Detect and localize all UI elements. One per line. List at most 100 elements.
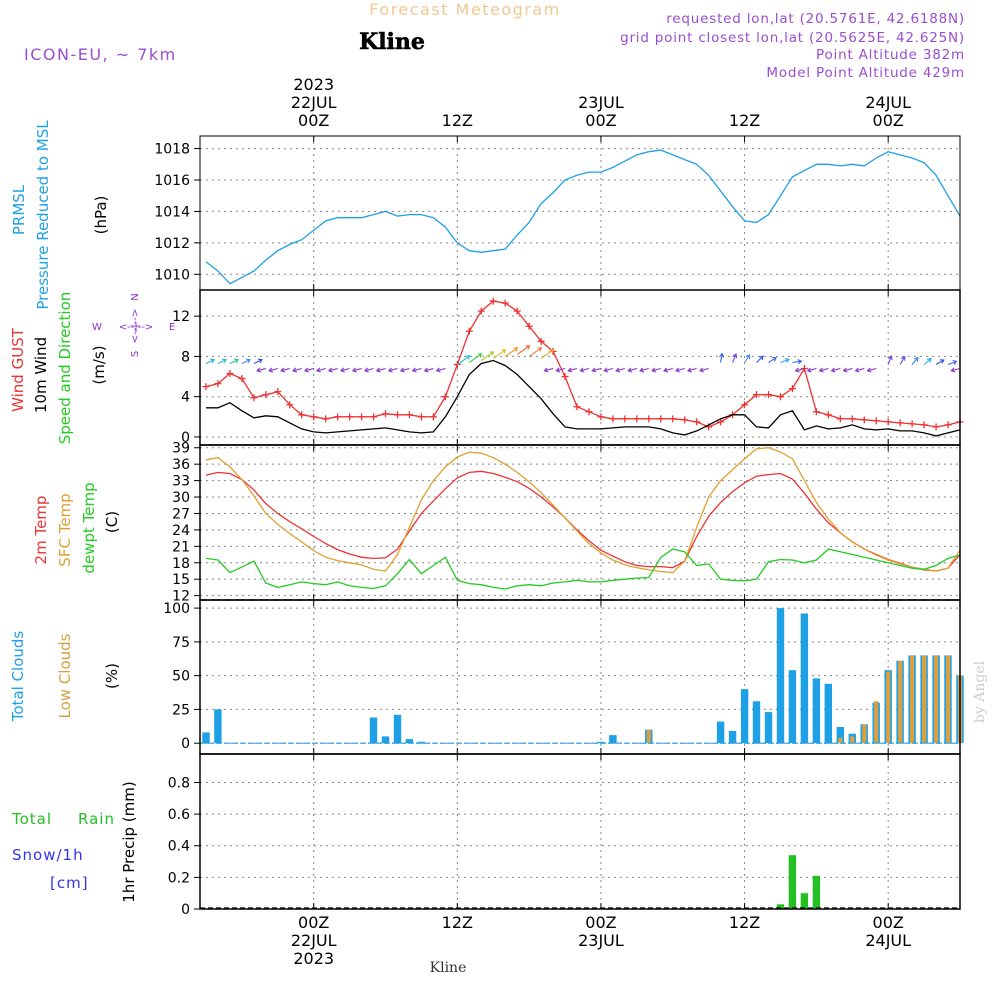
y-tick-label: 24: [172, 523, 190, 539]
cloud-bar-total: [752, 701, 761, 744]
gust-marker: [681, 416, 689, 424]
y-tick-label: 39: [172, 441, 190, 457]
pressure-labels: PRMSL Pressure Reduced to MSL (hPa): [10, 120, 110, 310]
gust-marker: [932, 423, 940, 431]
cloud-bar-total: [202, 732, 210, 744]
gust-marker: [298, 411, 306, 419]
y-tick-label: 50: [172, 669, 190, 685]
wind-arrow-icon: [866, 367, 877, 373]
y-tick-label: 0.2: [168, 870, 190, 886]
precip-bar: [812, 875, 821, 909]
compass-arrow-h: <--|-->: [119, 322, 154, 333]
gust-marker: [908, 420, 916, 428]
wind-arrow-icon: [375, 367, 386, 373]
cloud-bar-low: [646, 729, 651, 744]
precip-ylabel: 1hr Precip (mm): [120, 781, 138, 902]
gust-marker: [848, 415, 856, 423]
bottom-axis-label: 2023: [293, 949, 334, 968]
compass-s: S: [130, 351, 141, 357]
wind-arrow-icon: [327, 367, 338, 373]
wind-arrow-icon: [579, 367, 590, 373]
wind-arrow-icon: [923, 358, 932, 365]
gust-marker: [382, 410, 390, 418]
gust-marker: [262, 391, 270, 399]
precip-bar: [800, 893, 809, 909]
y-tick-label: 33: [172, 474, 190, 490]
wind-arrow-icon: [603, 367, 614, 373]
gust-marker: [585, 408, 593, 416]
wind-arrow-icon: [423, 367, 434, 373]
gust-marker: [537, 337, 545, 345]
gust-marker: [800, 365, 808, 373]
wind-label-3: Speed and Direction: [56, 292, 74, 445]
top-axis-label: 2023: [293, 75, 334, 94]
cloud-bar-total: [381, 736, 390, 744]
cloud-bar-total: [776, 608, 785, 744]
y-tick-label: 1016: [154, 173, 190, 189]
wind-arrow-icon: [687, 367, 697, 373]
wind-arrow-icon: [304, 367, 314, 373]
wind-arrow-icon: [480, 351, 495, 361]
gust-marker: [441, 393, 449, 401]
wind-arrow-icon: [253, 358, 263, 364]
bottom-axis-label: 00Z: [585, 913, 616, 932]
precip-legend-rain: Rain: [78, 810, 115, 828]
cloud-bar-total: [824, 683, 832, 744]
wind-arrow-icon: [567, 367, 578, 373]
y-tick-label: 0.4: [168, 839, 190, 855]
temp-label-3: dewpt Temp: [80, 482, 98, 573]
wind-arrow-icon: [950, 367, 961, 373]
wind-arrow-icon: [732, 353, 738, 363]
cloud-bar-total: [812, 678, 821, 744]
gust-marker: [669, 415, 677, 423]
y-tick-label: 30: [172, 490, 190, 506]
gust-marker: [310, 413, 318, 421]
wind-arrow-icon: [339, 367, 350, 373]
gust-marker: [860, 416, 868, 424]
cloud-bar-low: [898, 660, 903, 744]
gust-marker: [573, 403, 581, 411]
wind-arrow-icon: [768, 357, 777, 363]
top-axis-label: 12Z: [729, 111, 760, 130]
bottom-axis-label: 22JUL: [291, 931, 337, 950]
wind-arrow-icon: [719, 352, 725, 363]
series-line-wind-gust: [205, 300, 961, 428]
gust-marker: [274, 388, 282, 396]
bottom-axis-label: 24JUL: [865, 931, 911, 950]
gust-marker: [334, 413, 342, 421]
gust-marker: [358, 413, 366, 421]
wind-arrow-icon: [504, 347, 519, 357]
cloud-bar-total: [836, 727, 844, 744]
gust-marker: [776, 393, 784, 401]
wind-arrow-icon: [543, 367, 554, 373]
gust-marker: [370, 413, 378, 421]
cloud-bar-low: [910, 655, 915, 744]
model-label: ICON-EU, ~ 7km: [24, 45, 177, 64]
gust-marker: [393, 411, 401, 419]
cloud-bar-low: [874, 701, 879, 744]
wind-arrow-icon: [615, 367, 626, 373]
clouds-label-2: Low Clouds: [56, 633, 74, 718]
gust-marker: [645, 415, 653, 423]
gust-marker: [214, 380, 222, 388]
wind-arrow-icon: [887, 355, 893, 365]
clouds-labels: Total Clouds Low Clouds (%): [9, 631, 121, 723]
top-axis-label: 00Z: [585, 111, 616, 130]
top-axis-label: 24JUL: [865, 93, 911, 112]
y-tick-label: 12: [172, 309, 190, 325]
pressure-label-1: PRMSL: [10, 184, 28, 235]
clouds-panel: 0 25 50 75 100: [163, 599, 964, 755]
wind-labels: Wind GUST 10m Wind Speed and Direction (…: [9, 292, 175, 445]
gust-marker: [788, 385, 796, 393]
gust-marker: [896, 419, 904, 427]
cloud-bar-total: [214, 709, 222, 744]
wind-arrow-icon: [627, 367, 638, 373]
gust-marker: [633, 415, 641, 423]
wind-arrow-icon: [854, 367, 865, 373]
series-line-dewpt-temp: [205, 548, 961, 590]
clouds-unit: (%): [103, 663, 121, 689]
precip-bar: [788, 855, 797, 909]
pressure-unit: (hPa): [92, 196, 110, 235]
cloud-bar-low: [946, 655, 951, 744]
